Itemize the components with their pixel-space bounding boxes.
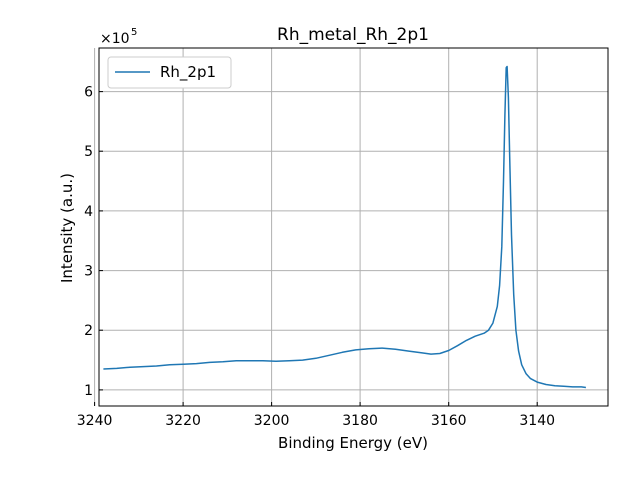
- x-tick-label: 3220: [165, 413, 201, 429]
- chart-title: Rh_metal_Rh_2p1: [277, 25, 429, 45]
- series-line-rh-2p1: [103, 65, 586, 389]
- y-scale-exponent: 5: [131, 27, 137, 38]
- x-axis-ticks: 3240 3220 3200 3180 3160 3140: [77, 402, 555, 429]
- y-tick-label: 1: [84, 383, 93, 399]
- y-tick-label: 2: [84, 323, 93, 339]
- y-tick-label: 6: [84, 85, 93, 101]
- x-tick-label: 3200: [254, 413, 290, 429]
- y-tick-label: 3: [84, 264, 93, 280]
- x-axis-label: Binding Energy (eV): [278, 434, 428, 452]
- y-axis-ticks: 1 2 3 4 5 6: [84, 85, 103, 399]
- y-axis-label: Intensity (a.u.): [58, 173, 76, 283]
- x-tick-label: 3140: [519, 413, 555, 429]
- x-tick-label: 3240: [77, 413, 113, 429]
- legend-label-rh-2p1: Rh_2p1: [160, 63, 216, 82]
- y-scale-multiplier: ×10 5: [100, 27, 137, 47]
- series-layer: [103, 65, 586, 389]
- x-tick-label: 3160: [431, 413, 467, 429]
- grid: [94, 48, 608, 406]
- plot-frame: [98, 47, 609, 407]
- legend: Rh_2p1: [107, 56, 232, 89]
- y-tick-label: 5: [84, 144, 93, 160]
- y-scale-base: ×10: [100, 31, 130, 47]
- y-tick-label: 4: [84, 204, 93, 220]
- x-tick-label: 3180: [342, 413, 378, 429]
- legend-box: [107, 56, 232, 89]
